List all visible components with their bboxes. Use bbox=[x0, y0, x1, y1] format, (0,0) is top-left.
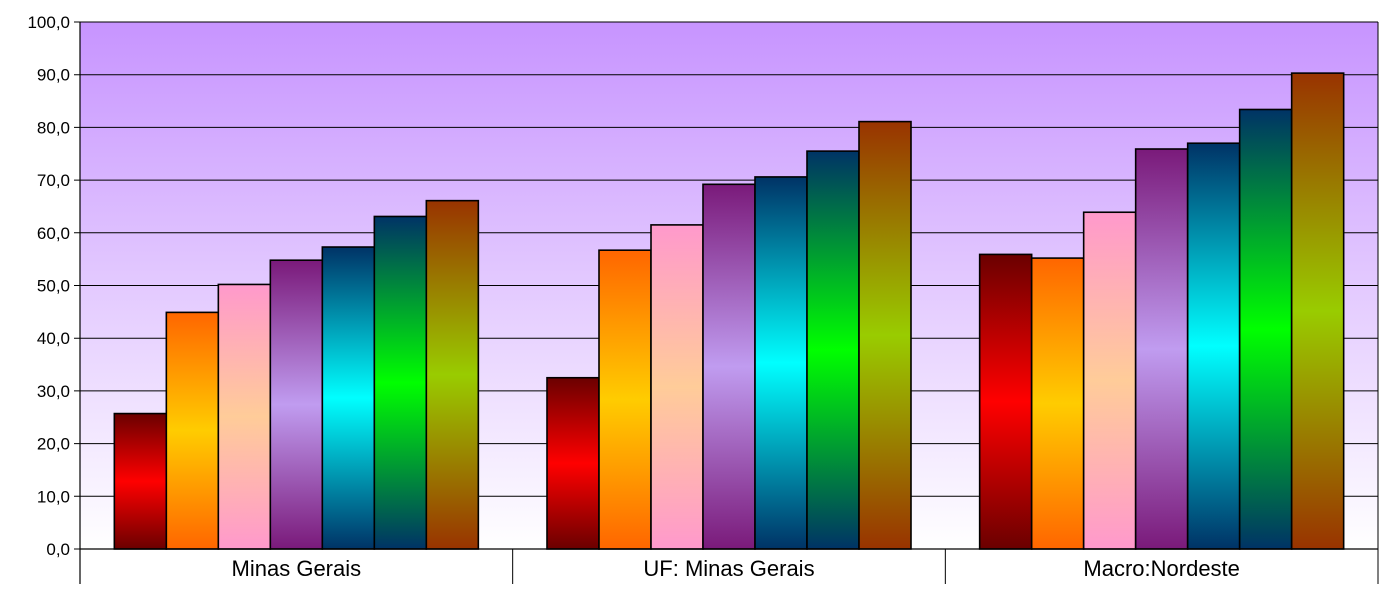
bar bbox=[598, 249, 652, 550]
y-tick-label: 40,0 bbox=[37, 329, 70, 348]
x-category-label: Macro:Nordeste bbox=[1083, 556, 1240, 581]
y-tick-label: 90,0 bbox=[37, 66, 70, 85]
x-category-labels: Minas Gerais UF: Minas Gerais Macro:Nordes… bbox=[232, 556, 1240, 581]
y-tick-label: 0,0 bbox=[46, 540, 70, 559]
y-tick-label: 100,0 bbox=[27, 13, 70, 32]
bar bbox=[217, 283, 272, 550]
bar bbox=[978, 253, 1033, 550]
axes bbox=[79, 22, 1379, 584]
bar bbox=[1082, 211, 1137, 550]
bar bbox=[373, 215, 428, 550]
bar bbox=[702, 183, 756, 550]
y-tick-label: 60,0 bbox=[37, 224, 70, 243]
bar bbox=[321, 246, 376, 550]
bar bbox=[269, 259, 324, 550]
bar bbox=[165, 311, 220, 550]
bar bbox=[1134, 148, 1189, 550]
bar bbox=[650, 224, 704, 550]
bar bbox=[546, 376, 600, 550]
bar bbox=[1030, 257, 1085, 550]
y-tick-label: 70,0 bbox=[37, 171, 70, 190]
x-category-label: UF: Minas Gerais bbox=[643, 556, 814, 581]
bar bbox=[806, 150, 860, 550]
bar bbox=[425, 199, 480, 550]
bar bbox=[113, 412, 168, 550]
bar bbox=[858, 120, 912, 550]
bar bbox=[1290, 72, 1345, 550]
y-tick-labels: 0,0 10,0 20,0 30,0 40,0 50,0 60,0 70,0 80,0 90,0 1… bbox=[27, 13, 70, 559]
bar bbox=[1186, 142, 1241, 550]
bar bbox=[1238, 108, 1293, 550]
y-tick-label: 30,0 bbox=[37, 382, 70, 401]
bars bbox=[113, 72, 1345, 550]
y-tick-label: 80,0 bbox=[37, 118, 70, 137]
x-category-label: Minas Gerais bbox=[232, 556, 362, 581]
bar bbox=[754, 176, 808, 550]
y-tick-label: 10,0 bbox=[37, 487, 70, 506]
y-tick-label: 50,0 bbox=[37, 277, 70, 296]
y-tick-label: 20,0 bbox=[37, 435, 70, 454]
